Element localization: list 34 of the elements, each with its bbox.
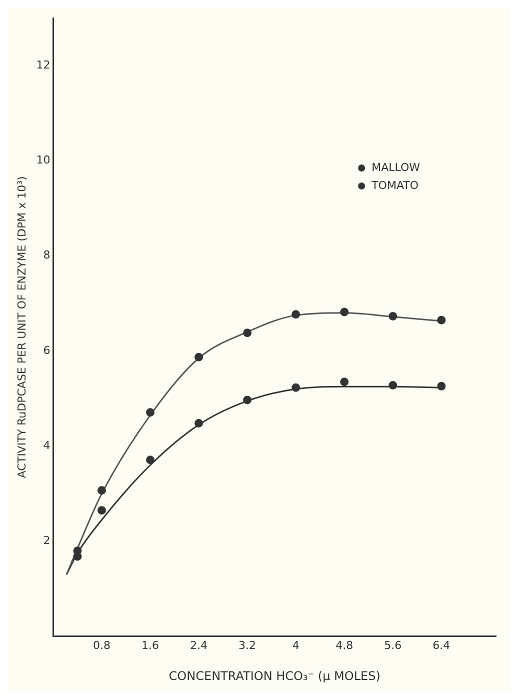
- point: [388, 380, 398, 390]
- y-tick-label: 4: [43, 438, 50, 452]
- point: [146, 408, 154, 417]
- y-axis-title: ACTIVITY RuDPCASE PER UNIT OF ENZYME (DPM x 10³): [15, 176, 28, 478]
- legend-label: TOMATO: [370, 178, 419, 192]
- point: [292, 310, 300, 319]
- point: [437, 316, 446, 324]
- point: [340, 308, 349, 316]
- y-tick-label: 12: [36, 58, 50, 72]
- x-tick-label: 4: [292, 638, 300, 652]
- point: [146, 456, 154, 464]
- legend-label: MALLOW: [372, 160, 420, 174]
- x-tick-label: 3.2: [238, 638, 256, 652]
- x-tick-label: 0.8: [92, 638, 110, 652]
- x-axis-title: CONCENTRATION HCO₃⁻ (µ MOLES): [168, 668, 380, 683]
- point: [97, 506, 106, 515]
- x-tick-label: 1.6: [142, 638, 159, 652]
- y-tick-label: 10: [36, 154, 50, 167]
- x-tick-label: 4.8: [336, 638, 354, 652]
- point: [97, 486, 106, 495]
- y-tick-label: 8: [43, 248, 50, 262]
- point: [243, 328, 252, 338]
- x-tick-label: 6.4: [432, 638, 450, 652]
- point: [292, 383, 300, 392]
- x-tick-label: 2.4: [190, 638, 208, 652]
- x-tick-label: 5.6: [384, 638, 402, 652]
- point: [243, 396, 252, 404]
- point: [194, 419, 204, 428]
- y-tick-label: 2: [43, 534, 50, 548]
- y-tick-label: 6: [43, 344, 50, 357]
- point: [340, 378, 349, 386]
- point: [437, 382, 446, 390]
- point: [388, 312, 398, 321]
- point: [194, 352, 204, 362]
